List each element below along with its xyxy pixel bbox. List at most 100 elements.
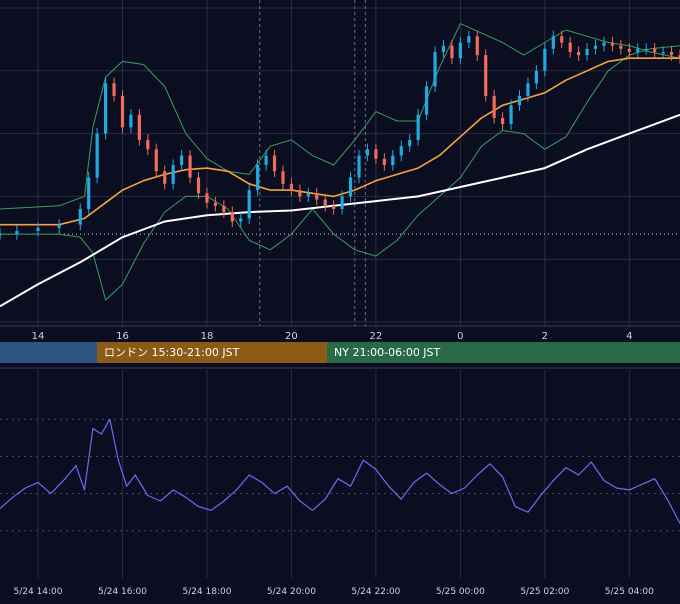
upper-x-tick-label: 22 <box>370 331 383 342</box>
candle-down <box>653 48 657 52</box>
candle-up <box>416 114 420 140</box>
candle-down <box>289 183 294 191</box>
upper-grid <box>0 0 680 327</box>
candle-up <box>517 95 522 106</box>
session-band-ny: NY 21:00-06:00 JST <box>327 342 680 363</box>
candle-down <box>450 45 454 59</box>
candlesticks <box>0 30 680 240</box>
candle-up <box>365 149 370 156</box>
candle-up <box>441 45 446 52</box>
candle-up <box>36 227 40 231</box>
candle-down <box>382 158 386 165</box>
candle-down <box>475 36 479 56</box>
candle-up <box>585 48 589 56</box>
upper-x-axis: 14 16 18 20 22 0 2 4 <box>32 331 633 342</box>
candle-up <box>433 51 437 87</box>
candle-up <box>0 234 2 236</box>
upper-x-tick-label: 16 <box>116 331 129 342</box>
upper-x-tick-label: 14 <box>32 331 45 342</box>
upper-x-tick-label: 18 <box>201 331 214 342</box>
candle-up <box>636 48 640 52</box>
candle-up <box>602 42 606 46</box>
candle-up <box>593 45 598 49</box>
candle-down <box>323 199 327 206</box>
candle-up <box>467 36 471 43</box>
ma-long-line <box>0 113 680 308</box>
candle-up <box>57 224 61 228</box>
candle-down <box>669 51 674 56</box>
candle-down <box>678 55 680 59</box>
candle-up <box>551 36 555 49</box>
session-band-london: ロンドン 15:30-21:00 JST <box>97 342 327 363</box>
candle-up <box>543 48 547 71</box>
candle-down <box>619 45 623 49</box>
lower-x-tick-label: 5/25 02:00 <box>520 587 569 597</box>
candle-down <box>315 193 319 200</box>
candle-down <box>560 36 564 43</box>
lower-x-tick-label: 5/24 16:00 <box>98 587 147 597</box>
candle-down <box>610 42 615 46</box>
candle-down <box>568 42 572 52</box>
candle-down <box>112 83 116 96</box>
candle-down <box>137 114 141 140</box>
candle-down <box>146 139 150 150</box>
candle-up <box>256 165 260 191</box>
bollinger-upper-line <box>0 23 680 210</box>
candle-down <box>163 171 167 184</box>
lower-grid <box>0 367 680 578</box>
candle-down <box>230 212 234 222</box>
candle-up <box>526 83 530 96</box>
lower-x-tick-label: 5/25 00:00 <box>436 587 485 597</box>
candle-up <box>95 133 99 178</box>
candle-down <box>188 155 192 178</box>
candle-up <box>264 155 268 165</box>
lower-x-tick-label: 5/24 18:00 <box>182 587 231 597</box>
candle-down <box>484 55 488 96</box>
candle-up <box>399 146 403 156</box>
upper-x-tick-label: 4 <box>626 331 632 342</box>
candle-down <box>577 51 581 56</box>
candle-up <box>509 105 513 125</box>
upper-x-tick-label: 0 <box>457 331 463 342</box>
candle-up <box>348 177 353 197</box>
session-band-tokyo <box>0 342 97 363</box>
candle-up <box>87 177 91 209</box>
candle-up <box>644 48 648 51</box>
upper-series <box>0 23 680 308</box>
candle-down <box>501 117 505 125</box>
candle-up <box>534 70 538 84</box>
candle-up <box>239 218 243 222</box>
candle-up <box>424 86 429 115</box>
candle-up <box>357 155 361 178</box>
candle-up <box>408 139 412 147</box>
candle-up <box>306 193 310 197</box>
candle-down <box>332 205 336 209</box>
candle-down <box>281 171 285 184</box>
bollinger-lower-line <box>0 45 680 301</box>
lower-x-tick-label: 5/25 04:00 <box>605 587 654 597</box>
candle-up <box>129 114 133 128</box>
candle-down <box>492 95 496 118</box>
oscillator-line <box>0 418 680 524</box>
candle-up <box>458 42 462 59</box>
upper-x-tick-label: 20 <box>285 331 298 342</box>
lower-x-tick-label: 5/24 22:00 <box>351 587 400 597</box>
upper-x-tick-label: 2 <box>542 331 548 342</box>
candle-down <box>120 95 125 128</box>
lower-series <box>0 418 680 524</box>
candle-up <box>180 155 184 165</box>
candle-down <box>627 48 631 52</box>
candle-up <box>15 230 19 235</box>
candle-down <box>272 155 277 172</box>
lower-x-tick-label: 5/24 14:00 <box>14 587 63 597</box>
candle-down <box>213 202 218 206</box>
candle-down <box>205 193 209 203</box>
candle-up <box>661 51 665 54</box>
candle-down <box>374 149 378 159</box>
candle-down <box>154 149 158 172</box>
candle-up <box>78 208 82 225</box>
candle-up <box>103 83 108 134</box>
candle-up <box>340 196 344 209</box>
